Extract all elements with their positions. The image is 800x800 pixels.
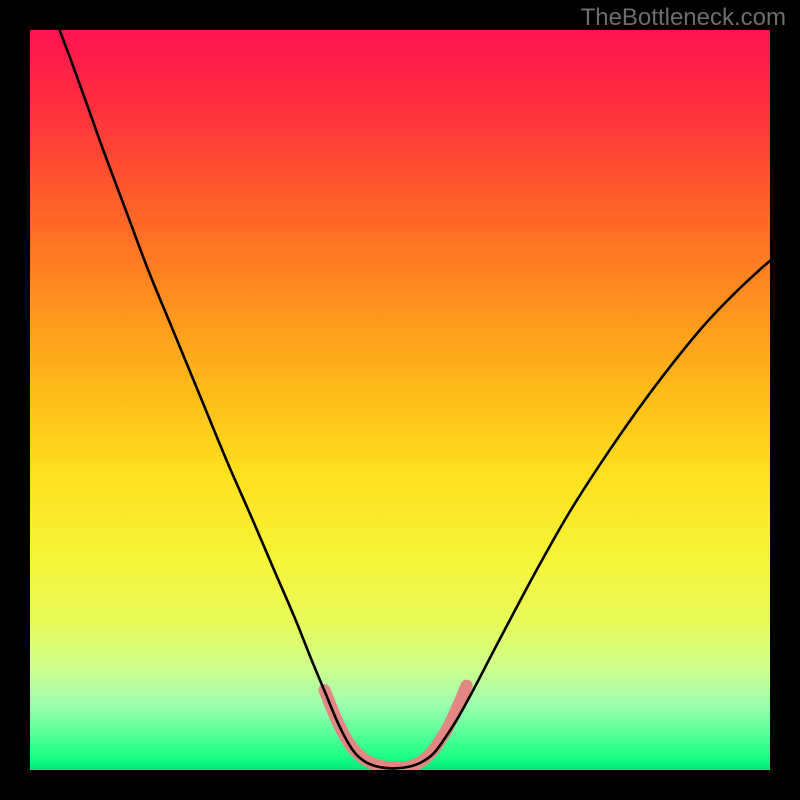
chart-stage: TheBottleneck.com	[0, 0, 800, 800]
right-marker-strip	[409, 686, 467, 767]
watermark-text: TheBottleneck.com	[581, 4, 786, 32]
curve-layer	[30, 30, 770, 770]
left-branch	[60, 30, 393, 769]
bottleneck-highlight-band	[325, 686, 467, 768]
right-branch	[393, 261, 770, 769]
bottleneck-curve	[60, 30, 770, 769]
plot-area	[30, 30, 770, 770]
